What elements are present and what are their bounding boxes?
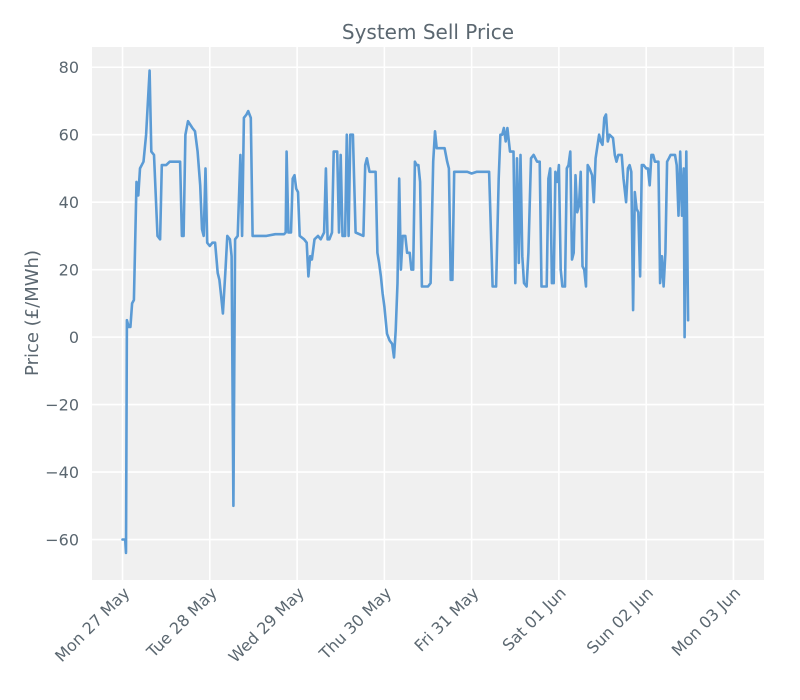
x-tick-label: Sun 02 Jun xyxy=(583,583,657,657)
y-tick-label: 20 xyxy=(59,261,79,280)
x-tick-label: Mon 03 Jun xyxy=(668,583,745,660)
x-tick-label: Mon 27 May xyxy=(51,583,133,665)
x-tick-label: Thu 30 May xyxy=(315,583,395,663)
x-axis-ticks: Mon 27 May Tue 28 May Wed 29 May Thu 30 May… xyxy=(51,583,744,666)
x-tick-label: Sat 01 Jun xyxy=(498,583,569,654)
y-tick-label: 40 xyxy=(59,193,79,212)
y-tick-label: −40 xyxy=(45,463,79,482)
series-line-system-sell-price xyxy=(121,69,690,555)
y-tick-label: −20 xyxy=(45,396,79,415)
x-tick-label: Tue 28 May xyxy=(142,583,220,661)
plot-area xyxy=(92,47,764,580)
y-axis-ticks: 80 60 40 20 0 −20 −40 −60 xyxy=(45,58,79,549)
y-tick-label: 60 xyxy=(59,126,79,145)
chart-title: System Sell Price xyxy=(342,20,514,44)
series-layer xyxy=(121,69,690,555)
y-tick-label: −60 xyxy=(45,531,79,550)
x-tick-label: Fri 31 May xyxy=(411,583,483,655)
y-tick-label: 80 xyxy=(59,58,79,77)
y-axis-label: Price (£/MWh) xyxy=(22,250,43,376)
x-tick-label: Wed 29 May xyxy=(225,583,308,666)
y-tick-label: 0 xyxy=(69,328,79,347)
